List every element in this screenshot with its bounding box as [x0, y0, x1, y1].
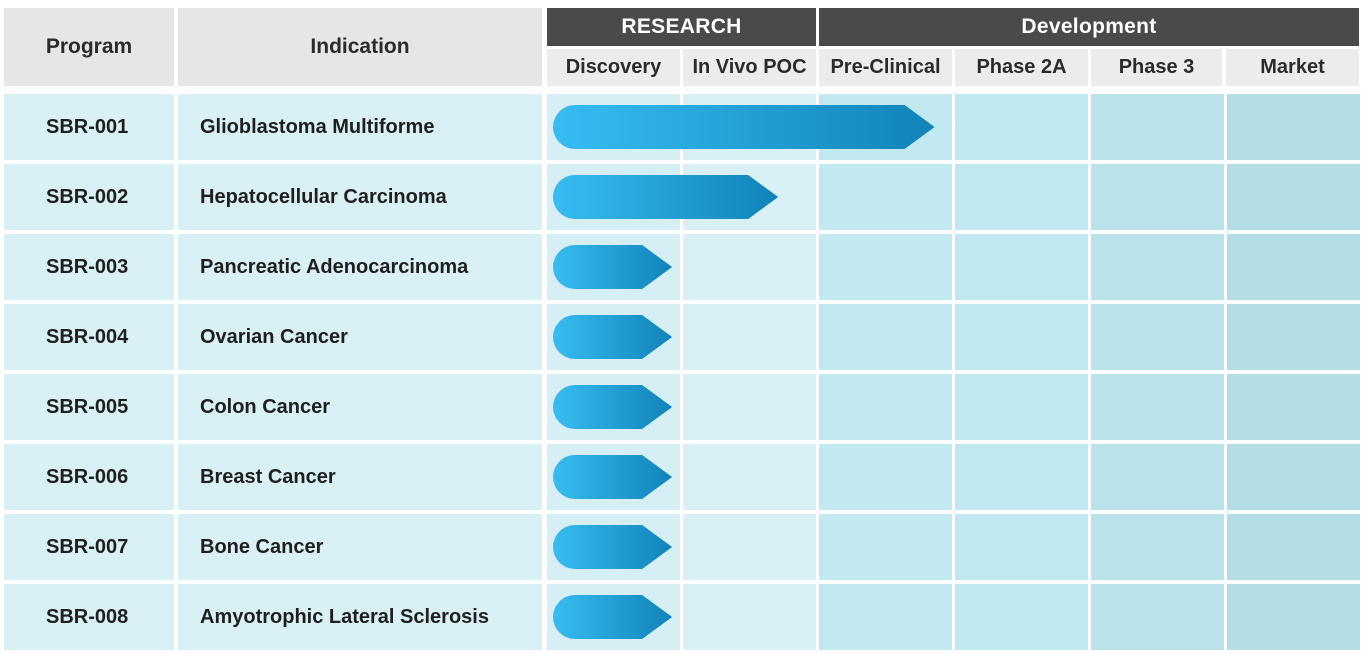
- stage-cell-sbr-007-6: [1227, 514, 1360, 580]
- stage-header-in-vivo-poc: In Vivo POC: [683, 49, 816, 86]
- indication-label-sbr-005: Colon Cancer: [200, 395, 331, 418]
- stage-cell-sbr-005-4: [955, 374, 1088, 440]
- program-cell-sbr-008: [4, 584, 174, 650]
- stage-header-phase-2a: Phase 2A: [955, 49, 1088, 86]
- stage-cell-sbr-005-6: [1227, 374, 1360, 440]
- stage-header-pre-clinical: Pre-Clinical: [819, 49, 952, 86]
- stage-cell-sbr-003-5: [1091, 234, 1224, 300]
- stage-cell-sbr-008-4: [955, 584, 1088, 650]
- stage-cell-sbr-002-3: [819, 164, 952, 230]
- stage-cell-sbr-006-5: [1091, 444, 1224, 510]
- development-group-header: Development: [819, 8, 1359, 46]
- progress-arrow-sbr-001: [553, 105, 935, 149]
- progress-arrow-sbr-005: [553, 385, 673, 429]
- indication-cell-sbr-001: [178, 94, 542, 160]
- stage-cell-sbr-004-4: [955, 304, 1088, 370]
- indication-cell-sbr-007: [178, 514, 542, 580]
- program-cell-sbr-005: [4, 374, 174, 440]
- stage-cell-sbr-002-4: [955, 164, 1088, 230]
- stage-header-discovery: Discovery: [547, 49, 680, 86]
- program-cell-sbr-003: [4, 234, 174, 300]
- stage-cell-sbr-003-4: [955, 234, 1088, 300]
- indication-cell-sbr-002: [178, 164, 542, 230]
- program-label-sbr-005: SBR-005: [46, 395, 129, 418]
- program-cell-sbr-004: [4, 304, 174, 370]
- stage-cell-sbr-004-6: [1227, 304, 1360, 370]
- stage-cell-sbr-003-6: [1227, 234, 1360, 300]
- progress-arrow-sbr-008: [553, 595, 673, 639]
- stage-cell-sbr-005-5: [1091, 374, 1224, 440]
- indication-label-sbr-008: Amyotrophic Lateral Sclerosis: [200, 605, 489, 628]
- stage-cell-sbr-006-3: [819, 444, 952, 510]
- program-cell-sbr-007: [4, 514, 174, 580]
- indication-cell-sbr-008: [178, 584, 542, 650]
- progress-arrow-sbr-006: [553, 455, 673, 499]
- indication-label-sbr-001: Glioblastoma Multiforme: [200, 115, 435, 138]
- progress-arrow-sbr-002: [553, 175, 779, 219]
- stage-header-market: Market: [1226, 49, 1359, 86]
- indication-label-sbr-002: Hepatocellular Carcinoma: [200, 185, 447, 208]
- program-label-sbr-008: SBR-008: [46, 605, 129, 628]
- stage-cell-sbr-008-2: [683, 584, 816, 650]
- stage-cell-sbr-008-5: [1091, 584, 1224, 650]
- indication-label-sbr-003: Pancreatic Adenocarcinoma: [200, 255, 469, 278]
- stage-cell-sbr-002-6: [1227, 164, 1360, 230]
- stage-cell-sbr-006-4: [955, 444, 1088, 510]
- progress-arrow-sbr-004: [553, 315, 673, 359]
- indication-label-sbr-006: Breast Cancer: [200, 465, 336, 488]
- program-label-sbr-003: SBR-003: [46, 255, 129, 278]
- program-label-sbr-007: SBR-007: [46, 535, 129, 558]
- indication-cell-sbr-005: [178, 374, 542, 440]
- stage-cell-sbr-007-2: [683, 514, 816, 580]
- stage-cell-sbr-003-3: [819, 234, 952, 300]
- program-label-sbr-004: SBR-004: [46, 325, 129, 348]
- progress-arrow-sbr-007: [553, 525, 673, 569]
- stage-cell-sbr-001-4: [955, 94, 1088, 160]
- program-column-header: Program: [4, 8, 174, 86]
- stage-cell-sbr-008-6: [1227, 584, 1360, 650]
- program-cell-sbr-006: [4, 444, 174, 510]
- stage-header-phase-3: Phase 3: [1091, 49, 1222, 86]
- stage-cell-sbr-002-5: [1091, 164, 1224, 230]
- indication-column-header: Indication: [178, 8, 542, 86]
- stage-cell-sbr-004-2: [683, 304, 816, 370]
- program-cell-sbr-002: [4, 164, 174, 230]
- indication-label-sbr-007: Bone Cancer: [200, 535, 324, 558]
- stage-cell-sbr-005-2: [683, 374, 816, 440]
- indication-label-sbr-004: Ovarian Cancer: [200, 325, 348, 348]
- stage-cell-sbr-001-6: [1227, 94, 1360, 160]
- program-cell-sbr-001: [4, 94, 174, 160]
- indication-cell-sbr-003: [178, 234, 542, 300]
- stage-cell-sbr-003-2: [683, 234, 816, 300]
- stage-cell-sbr-001-5: [1091, 94, 1224, 160]
- stage-cell-sbr-007-4: [955, 514, 1088, 580]
- program-label-sbr-006: SBR-006: [46, 465, 129, 488]
- stage-cell-sbr-008-3: [819, 584, 952, 650]
- program-label-sbr-002: SBR-002: [46, 185, 129, 208]
- stage-cell-sbr-007-3: [819, 514, 952, 580]
- progress-arrow-sbr-003: [553, 245, 673, 289]
- stage-cell-sbr-004-5: [1091, 304, 1224, 370]
- research-group-header: RESEARCH: [547, 8, 816, 46]
- stage-cell-sbr-004-3: [819, 304, 952, 370]
- stage-cell-sbr-006-6: [1227, 444, 1360, 510]
- stage-cell-sbr-006-2: [683, 444, 816, 510]
- indication-cell-sbr-004: [178, 304, 542, 370]
- indication-cell-sbr-006: [178, 444, 542, 510]
- stage-cell-sbr-007-5: [1091, 514, 1224, 580]
- program-label-sbr-001: SBR-001: [46, 115, 129, 138]
- stage-cell-sbr-005-3: [819, 374, 952, 440]
